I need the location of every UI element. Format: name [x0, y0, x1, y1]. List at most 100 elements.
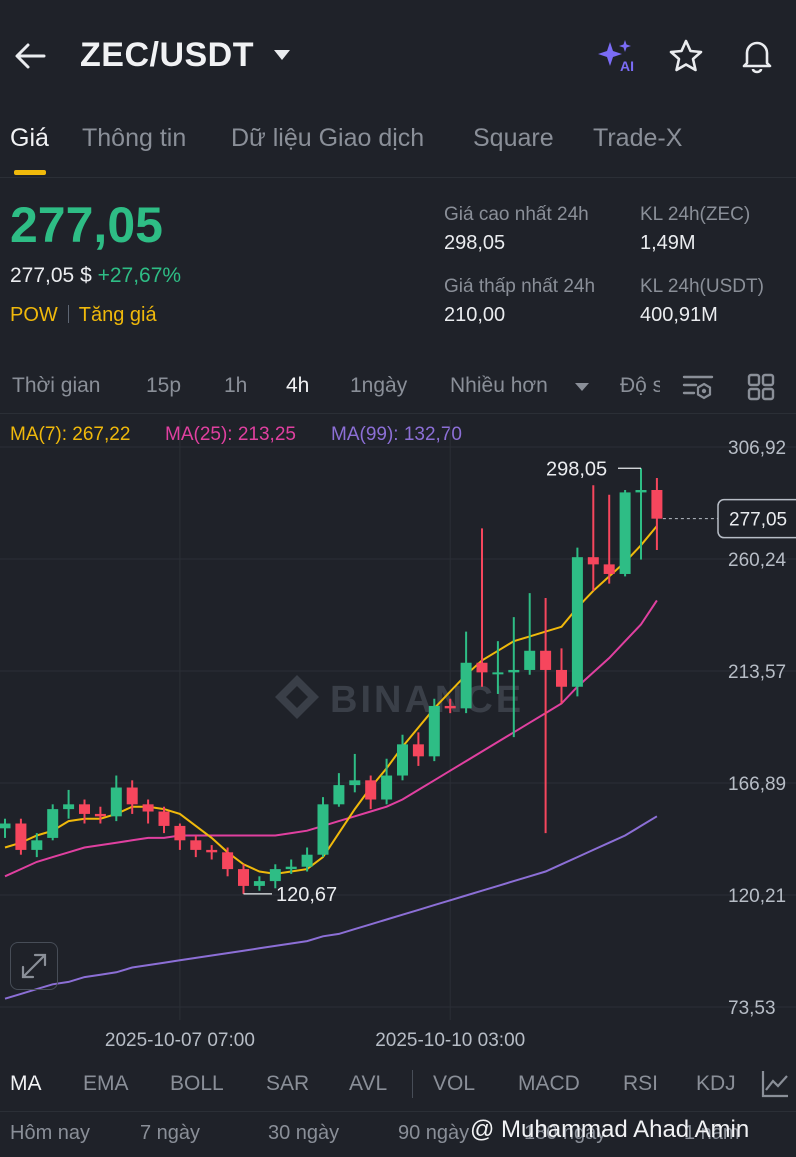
candle-body — [381, 775, 393, 800]
candle-body — [635, 489, 647, 493]
candle — [142, 799, 154, 824]
indicator-settings-icon[interactable] — [760, 1068, 790, 1100]
candle — [190, 835, 202, 858]
vol-quote-value: 400,91M — [640, 304, 718, 326]
candle-body — [349, 780, 361, 786]
ind-vol[interactable]: VOL — [433, 1072, 476, 1095]
main-tabs: Giá Thông tin Dữ liệu Giao dịch Square T… — [0, 112, 796, 178]
candle-body — [110, 787, 122, 817]
ai-sparkle-icon[interactable]: AI — [596, 38, 638, 74]
candle — [492, 641, 504, 694]
ind-kdj[interactable]: KDJ — [696, 1072, 736, 1095]
price-change-percent: +27,67% — [97, 264, 182, 287]
candle-body — [253, 881, 265, 886]
candle — [587, 485, 599, 591]
tab-info[interactable]: Thông tin — [82, 124, 187, 152]
ind-rsi[interactable]: RSI — [623, 1072, 659, 1095]
candle-body — [476, 662, 488, 673]
candle-body — [285, 866, 297, 870]
tf-1h[interactable]: 1h — [224, 374, 248, 397]
ind-boll[interactable]: BOLL — [170, 1072, 224, 1095]
current-price-badge — [717, 498, 796, 539]
pair-title[interactable]: ZEC/USDT — [80, 36, 254, 74]
candle-body — [158, 811, 170, 826]
candle — [651, 478, 663, 550]
vol-quote-label: KL 24h(USDT) — [640, 276, 764, 297]
candle-body — [31, 840, 43, 850]
candle — [158, 806, 170, 834]
tf-15m[interactable]: 15p — [146, 374, 182, 397]
candle-body — [556, 669, 567, 687]
candle-body — [0, 823, 11, 829]
candle — [365, 775, 377, 810]
tab-trade-x[interactable]: Trade-X — [593, 124, 683, 152]
candle-body — [587, 557, 599, 565]
candle-body — [333, 785, 345, 805]
candle — [460, 631, 472, 714]
tf-1d[interactable]: 1ngày — [350, 374, 408, 397]
chart-watermark-text: BINANCE — [330, 679, 524, 721]
ind-macd[interactable]: MACD — [518, 1072, 580, 1095]
candle-body — [206, 849, 218, 853]
period-1y[interactable]: 1 năm — [684, 1122, 740, 1144]
candle — [15, 818, 27, 855]
candle — [333, 773, 345, 807]
price-axis-label: 306,92 — [728, 438, 786, 459]
candlestick-chart[interactable]: BINANCE 306,92 260,24 213,57 166,89 120,21 73… — [0, 420, 796, 1060]
bell-icon[interactable] — [738, 36, 776, 74]
candle-body — [444, 705, 456, 709]
candle — [381, 758, 393, 805]
low-24h-value: 210,00 — [444, 304, 506, 326]
candle — [556, 648, 567, 704]
ind-sar[interactable]: SAR — [266, 1072, 310, 1095]
ma25-legend: MA(25): 213,25 — [165, 424, 296, 445]
candle — [174, 823, 186, 850]
candle-body — [94, 813, 106, 817]
layout-grid-icon[interactable] — [746, 372, 776, 402]
ma25-line — [4, 599, 658, 878]
tag-price-increase[interactable]: Tăng giá — [78, 304, 157, 326]
more-caret-icon[interactable] — [574, 382, 590, 392]
tab-price[interactable]: Giá — [10, 124, 49, 152]
candle — [126, 780, 138, 814]
caret-down-icon[interactable] — [272, 48, 292, 62]
candle-body — [571, 557, 583, 687]
tab-trading-data[interactable]: Dữ liệu Giao dịch — [231, 124, 425, 152]
tf-4h[interactable]: 4h — [286, 374, 310, 397]
tf-depth[interactable]: Độ s — [620, 374, 660, 397]
candle — [206, 845, 218, 860]
candle-body — [47, 809, 59, 838]
candle — [285, 859, 297, 874]
chart-settings-icon[interactable] — [682, 372, 714, 402]
candle-body — [126, 787, 138, 805]
ind-avl[interactable]: AVL — [349, 1072, 388, 1095]
ma-lines — [4, 525, 658, 1000]
candle-body — [492, 672, 504, 675]
period-7d[interactable]: 7 ngày — [140, 1122, 201, 1144]
expand-chart-button[interactable] — [10, 942, 58, 990]
candle — [397, 734, 408, 781]
candle — [635, 468, 647, 560]
period-90d[interactable]: 90 ngày — [398, 1122, 470, 1144]
candle-body — [301, 854, 313, 867]
tf-more[interactable]: Nhiều hơn — [450, 374, 548, 397]
period-180d[interactable]: 180 ngày — [524, 1122, 607, 1144]
ind-ema[interactable]: EMA — [83, 1072, 129, 1095]
price-axis-label: 260,24 — [728, 550, 787, 571]
tf-time[interactable]: Thời gian — [12, 374, 101, 397]
star-icon[interactable] — [668, 38, 704, 74]
tag-pow[interactable]: POW — [10, 304, 58, 326]
candle — [444, 698, 456, 714]
ma99-line — [4, 815, 658, 1000]
vol-base-label: KL 24h(ZEC) — [640, 204, 751, 225]
period-30d[interactable]: 30 ngày — [268, 1122, 340, 1144]
candle — [79, 799, 90, 824]
candle — [47, 804, 59, 841]
period-today[interactable]: Hôm nay — [10, 1122, 91, 1144]
candles — [0, 468, 663, 894]
ind-ma[interactable]: MA — [10, 1072, 42, 1095]
tab-square[interactable]: Square — [473, 124, 554, 152]
top-header: ZEC/USDT AI — [0, 0, 796, 112]
candle-body — [269, 869, 281, 882]
back-arrow-icon[interactable] — [12, 38, 48, 74]
